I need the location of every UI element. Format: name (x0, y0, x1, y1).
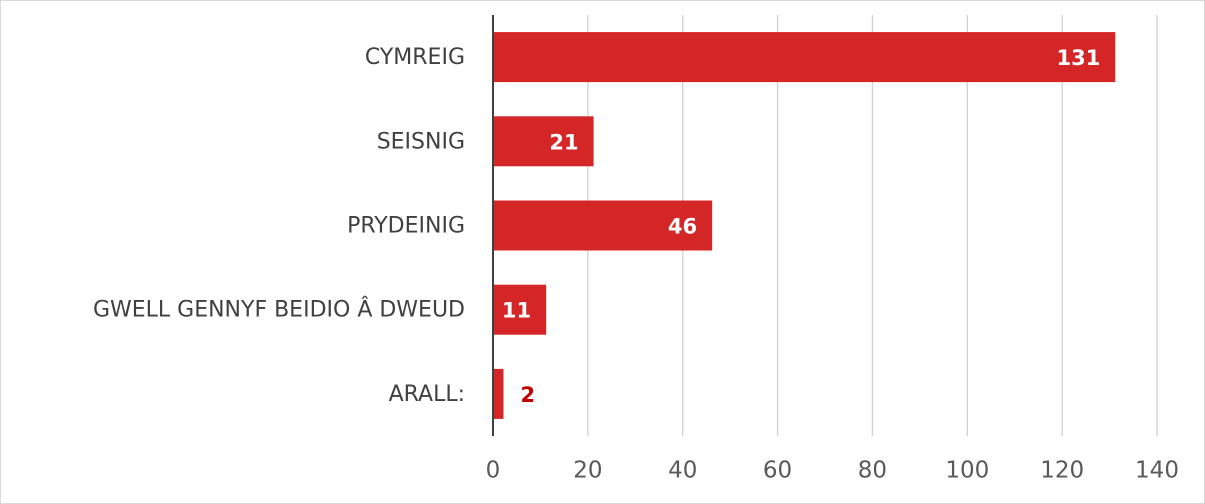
x-tick-label: 140 (1135, 458, 1179, 484)
data-label: 46 (668, 215, 697, 239)
y-tick-label: SEISNIG (377, 129, 465, 154)
data-label: 2 (520, 383, 535, 407)
y-tick-label: CYMREIG (365, 45, 465, 70)
y-tick-label: GWELL GENNYF BEIDIO Â DWEUD (93, 297, 465, 323)
x-tick-label: 60 (763, 458, 792, 484)
x-tick-label: 40 (668, 458, 697, 484)
bar (494, 116, 594, 167)
data-label: 131 (1056, 46, 1100, 70)
bar (494, 284, 547, 335)
x-tick-label: 20 (573, 458, 602, 484)
x-tick-label: 100 (945, 458, 989, 484)
bar (494, 200, 713, 251)
bar (494, 32, 1116, 83)
x-tick-label: 120 (1040, 458, 1084, 484)
bar (494, 368, 504, 419)
data-label: 11 (502, 299, 531, 323)
y-tick-label: ARALL: (389, 382, 465, 407)
y-tick-label: PRYDEINIG (347, 214, 465, 239)
data-label: 21 (549, 130, 578, 154)
x-tick-label: 0 (486, 458, 501, 484)
x-tick-label: 80 (858, 458, 887, 484)
